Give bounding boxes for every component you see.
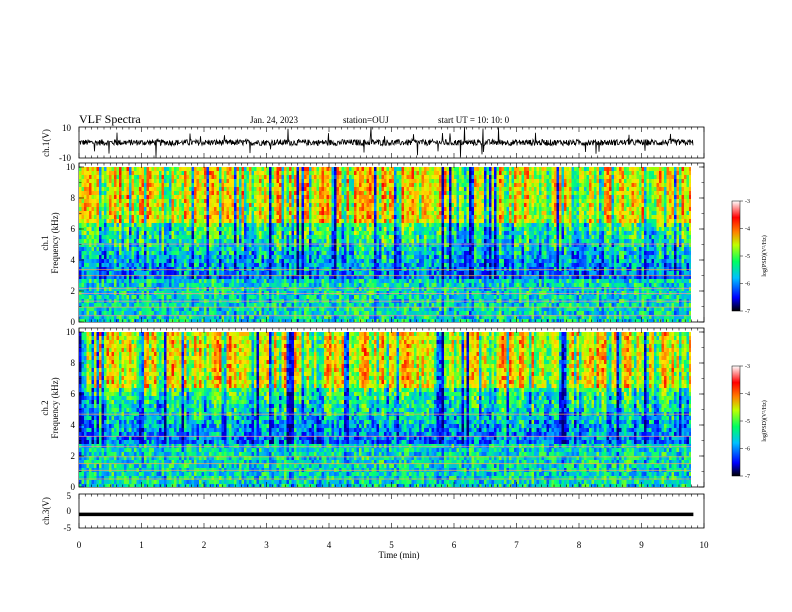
y-tick-label: 10: [66, 327, 76, 337]
colorbar-tick-label: -7: [745, 309, 750, 315]
x-tick-label: 5: [389, 540, 394, 550]
ch1-waveform-path: [78, 127, 694, 158]
x-tick-label: 6: [452, 540, 457, 550]
ch3-ytick-mid: 0: [67, 506, 72, 516]
figure-title: VLF Spectra: [79, 112, 141, 126]
ch1-ytick-top: 10: [62, 123, 72, 133]
x-tick-label: 3: [264, 540, 269, 550]
y-tick-label: 10: [66, 162, 76, 172]
ch2-spec-yticks: 0 2 4 6 8 10: [66, 327, 704, 492]
ch1-spec-ylabel-freq: Frequency (kHz): [50, 212, 60, 273]
colorbar-tick-label: -5: [745, 419, 750, 425]
ch3-ytick-bottom: -5: [64, 523, 72, 533]
y-tick-label: 6: [71, 389, 76, 399]
colorbar-tick-label: -4: [745, 392, 750, 398]
ch1-ytick-bottom: -10: [59, 153, 71, 163]
x-tick-label: 1: [139, 540, 144, 550]
ch1-spectrogram-heatmap: [79, 167, 691, 322]
x-tick-label: 10: [700, 540, 710, 550]
header-station: station=OUJ: [343, 115, 389, 125]
y-tick-label: 6: [71, 224, 76, 234]
ch1-spec-yticks: 0 2 4 6 8 10: [66, 162, 704, 327]
ch2-colorbar-label: log(PSD)(V²/Hz): [761, 400, 768, 441]
ch1-colorbar-ticks: -3 -4 -5 -6 -7: [740, 199, 750, 315]
colorbar-tick-label: -7: [745, 474, 750, 480]
y-tick-label: 0: [71, 317, 76, 327]
y-tick-label: 8: [71, 358, 76, 368]
colorbar-tick-label: -4: [745, 227, 750, 233]
colorbar-tick-label: -3: [745, 364, 750, 370]
x-axis-ticks: [78, 127, 705, 528]
y-tick-label: 2: [71, 451, 76, 461]
header-date: Jan. 24, 2023: [250, 115, 298, 125]
ch2-colorbar-ticks: -3 -4 -5 -6 -7: [740, 364, 750, 480]
x-tick-label: 7: [514, 540, 519, 550]
ch1-waveform-trace: [78, 127, 694, 158]
colorbar-tick-label: -6: [745, 282, 750, 288]
ch2-colorbar: [731, 365, 741, 477]
colorbar-tick-label: -6: [745, 447, 750, 453]
header-start: start UT = 10: 10: 0: [438, 115, 510, 125]
y-tick-label: 0: [71, 482, 76, 492]
ch3-ytick-top: 5: [67, 491, 72, 501]
ch1-colorbar: [731, 200, 741, 312]
ch3-ylabel: ch.3(V): [41, 497, 51, 525]
ch2-spec-ylabel-channel: ch.2: [40, 400, 50, 415]
x-tick-label: 2: [202, 540, 207, 550]
ch1-spec-ylabel-channel: ch.1: [40, 235, 50, 250]
y-tick-label: 4: [71, 420, 76, 430]
ch2-spec-ylabel-freq: Frequency (kHz): [50, 377, 60, 438]
ch1-ylabel: ch.1(V): [41, 129, 51, 157]
x-axis-label: Time (min): [379, 550, 420, 560]
y-tick-label: 2: [71, 286, 76, 296]
x-tick-label: 0: [77, 540, 82, 550]
y-tick-label: 4: [71, 255, 76, 265]
y-tick-label: 8: [71, 193, 76, 203]
colorbar-tick-label: -5: [745, 254, 750, 260]
ch1-colorbar-label: log(PSD)(V²/Hz): [761, 235, 768, 276]
ch2-spectrogram-heatmap: [79, 332, 691, 487]
x-tick-label: 9: [639, 540, 644, 550]
x-tick-label: 8: [577, 540, 582, 550]
x-tick-label: 4: [327, 540, 332, 550]
colorbar-tick-label: -3: [745, 199, 750, 205]
x-axis-tick-labels: 0 1 2 3 4 5 6 7 8 9 10: [77, 540, 709, 550]
